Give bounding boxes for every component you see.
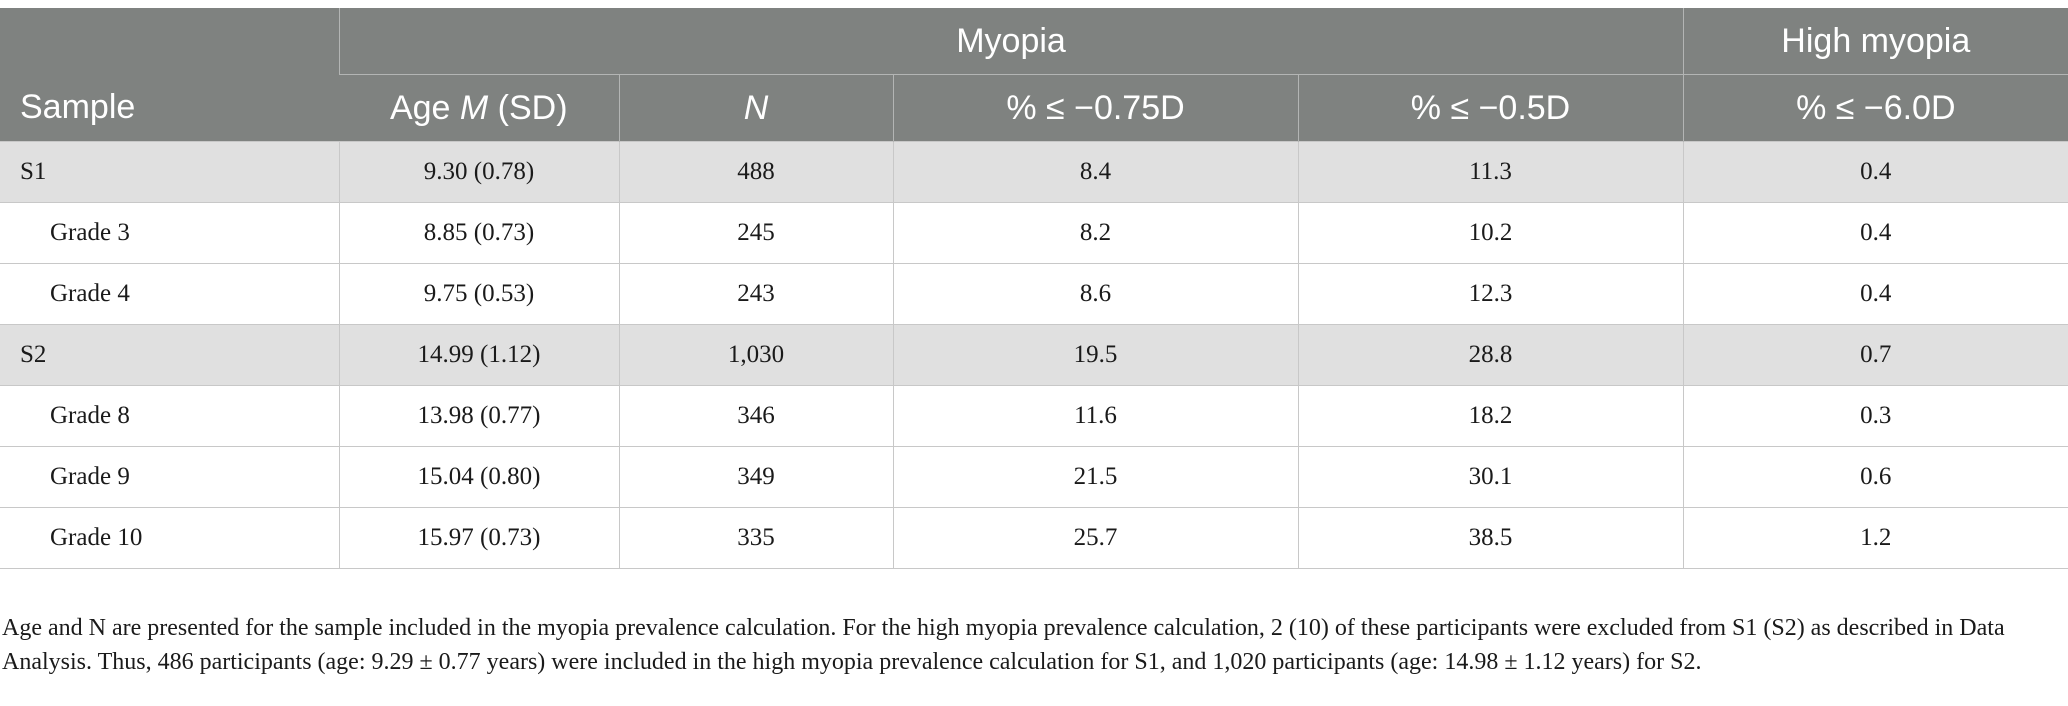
cell-n: 335 [618, 507, 893, 569]
cell-high-myopia-60: 0.4 [1682, 263, 2068, 325]
table-row: S1 9.30 (0.78) 488 8.4 11.3 0.4 [0, 141, 2068, 203]
table-row: Grade 3 8.85 (0.73) 245 8.2 10.2 0.4 [0, 202, 2068, 264]
table-row: Grade 8 13.98 (0.77) 346 11.6 18.2 0.3 [0, 385, 2068, 447]
header-pct-05: % ≤ −0.5D [1297, 74, 1684, 142]
header-age-m: M [459, 88, 489, 127]
cell-sample: Grade 3 [0, 202, 339, 264]
cell-n: 1,030 [618, 324, 893, 386]
cell-myopia-05: 38.5 [1297, 507, 1684, 569]
cell-age: 9.30 (0.78) [338, 141, 619, 203]
cell-myopia-05: 18.2 [1297, 385, 1684, 447]
header-pct-60: % ≤ −6.0D [1682, 74, 2068, 142]
cell-myopia-075: 8.4 [892, 141, 1298, 203]
header-n: N [618, 74, 893, 142]
table-row: S2 14.99 (1.12) 1,030 19.5 28.8 0.7 [0, 324, 2068, 386]
cell-n: 488 [618, 141, 893, 203]
cell-sample: Grade 9 [0, 446, 339, 508]
header-age: Age M (SD) [339, 74, 619, 142]
cell-age: 9.75 (0.53) [338, 263, 619, 325]
header-pct-075: % ≤ −0.75D [892, 74, 1298, 142]
cell-myopia-05: 10.2 [1297, 202, 1684, 264]
cell-age: 15.04 (0.80) [338, 446, 619, 508]
table-footnote: Age and N are presented for the sample i… [2, 615, 2005, 675]
cell-high-myopia-60: 0.3 [1682, 385, 2068, 447]
table-header: Sample Myopia High myopia Age M (SD) N %… [0, 8, 2068, 142]
cell-myopia-075: 21.5 [892, 446, 1298, 508]
cell-myopia-05: 12.3 [1297, 263, 1684, 325]
cell-sample: Grade 10 [0, 507, 339, 569]
cell-myopia-05: 30.1 [1297, 446, 1684, 508]
myopia-prevalence-table: Sample Myopia High myopia Age M (SD) N %… [0, 8, 2068, 569]
table-row: Grade 4 9.75 (0.53) 243 8.6 12.3 0.4 [0, 263, 2068, 325]
cell-sample: Grade 8 [0, 385, 339, 447]
header-age-suffix: (SD) [488, 88, 568, 127]
cell-age: 14.99 (1.12) [338, 324, 619, 386]
myopia-prevalence-table-container: Sample Myopia High myopia Age M (SD) N %… [0, 8, 2068, 569]
header-sample: Sample [0, 8, 339, 142]
cell-myopia-075: 8.6 [892, 263, 1298, 325]
cell-high-myopia-60: 0.4 [1682, 141, 2068, 203]
cell-myopia-075: 8.2 [892, 202, 1298, 264]
cell-high-myopia-60: 1.2 [1682, 507, 2068, 569]
cell-n: 243 [618, 263, 893, 325]
cell-myopia-05: 28.8 [1297, 324, 1684, 386]
cell-high-myopia-60: 0.7 [1682, 324, 2068, 386]
cell-n: 349 [618, 446, 893, 508]
cell-myopia-05: 11.3 [1297, 141, 1684, 203]
cell-high-myopia-60: 0.6 [1682, 446, 2068, 508]
cell-n: 346 [618, 385, 893, 447]
cell-myopia-075: 11.6 [892, 385, 1298, 447]
table-row: Grade 10 15.97 (0.73) 335 25.7 38.5 1.2 [0, 507, 2068, 569]
cell-sample: S1 [0, 141, 339, 203]
cell-n: 245 [618, 202, 893, 264]
cell-age: 13.98 (0.77) [338, 385, 619, 447]
header-myopia-group: Myopia [338, 8, 1684, 75]
header-age-prefix: Age [389, 88, 460, 127]
header-high-myopia-group: High myopia [1682, 8, 2068, 75]
cell-age: 8.85 (0.73) [338, 202, 619, 264]
table-body: S1 9.30 (0.78) 488 8.4 11.3 0.4 Grade 3 … [0, 141, 2068, 569]
cell-myopia-075: 25.7 [892, 507, 1298, 569]
cell-myopia-075: 19.5 [892, 324, 1298, 386]
table-row: Grade 9 15.04 (0.80) 349 21.5 30.1 0.6 [0, 446, 2068, 508]
cell-high-myopia-60: 0.4 [1682, 202, 2068, 264]
cell-age: 15.97 (0.73) [338, 507, 619, 569]
cell-sample: Grade 4 [0, 263, 339, 325]
cell-sample: S2 [0, 324, 339, 386]
